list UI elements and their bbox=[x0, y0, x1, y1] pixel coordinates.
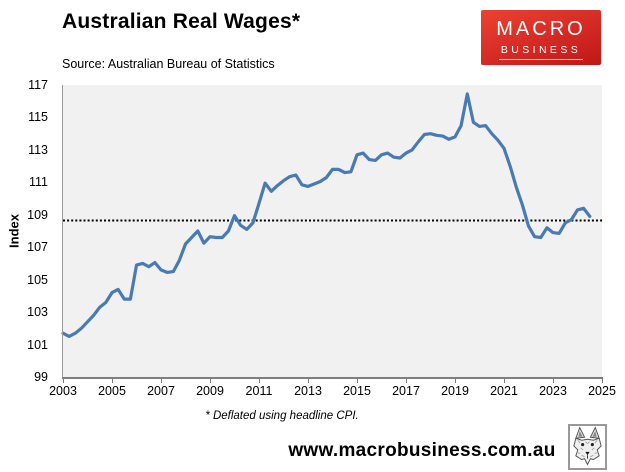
source-note: Source: Australian Bureau of Statistics bbox=[62, 57, 275, 71]
y-tick-label: 109 bbox=[27, 207, 48, 222]
x-tick-mark bbox=[455, 378, 456, 383]
x-tick-label: 2009 bbox=[196, 384, 224, 398]
x-tick-label: 2017 bbox=[392, 384, 420, 398]
wolf-icon bbox=[573, 426, 602, 466]
y-tick-label: 117 bbox=[28, 78, 48, 92]
x-tick-mark bbox=[112, 378, 113, 383]
x-axis-line bbox=[61, 377, 603, 379]
x-tick-label: 2013 bbox=[294, 384, 322, 398]
x-tick-mark bbox=[161, 378, 162, 383]
website-url: www.macrobusiness.com.au bbox=[288, 440, 556, 461]
x-tick-mark bbox=[553, 378, 554, 383]
x-tick-label: 2023 bbox=[539, 384, 567, 398]
x-tick-label: 2003 bbox=[49, 384, 77, 398]
real-wages-series-line bbox=[61, 92, 592, 338]
x-tick-mark bbox=[63, 378, 64, 383]
x-tick-label: 2007 bbox=[147, 384, 175, 398]
y-tick-label: 113 bbox=[28, 142, 48, 157]
wolf-logo bbox=[568, 424, 607, 470]
y-tick-label: 105 bbox=[27, 272, 48, 287]
deflator-footnote: * Deflated using headline CPI. bbox=[205, 410, 359, 422]
y-tick-label: 111 bbox=[28, 175, 48, 190]
x-tick-label: 2005 bbox=[98, 384, 126, 398]
x-tick-label: 2011 bbox=[245, 384, 273, 398]
x-tick-mark bbox=[308, 378, 309, 383]
logo-text-business: BUSINESS bbox=[498, 43, 584, 60]
y-tick-label: 101 bbox=[27, 337, 48, 352]
y-tick-label: 107 bbox=[27, 240, 48, 255]
x-tick-mark bbox=[504, 378, 505, 383]
y-tick-label: 103 bbox=[27, 305, 48, 320]
real-wages-line-chart bbox=[61, 92, 603, 338]
y-axis-line bbox=[61, 85, 64, 378]
x-tick-mark bbox=[602, 378, 603, 383]
x-tick-mark bbox=[357, 378, 358, 383]
x-tick-label: 2025 bbox=[588, 384, 616, 398]
x-tick-label: 2015 bbox=[343, 384, 371, 398]
x-tick-label: 2021 bbox=[490, 384, 518, 398]
x-tick-label: 2019 bbox=[441, 384, 469, 398]
chart-title: Australian Real Wages* bbox=[62, 10, 301, 33]
y-tick-label: 99 bbox=[34, 370, 48, 384]
logo-text-macro: MACRO bbox=[496, 18, 586, 40]
plot-area bbox=[61, 85, 603, 377]
x-tick-mark bbox=[259, 378, 260, 383]
x-tick-mark bbox=[210, 378, 211, 383]
y-tick-label: 115 bbox=[28, 110, 48, 125]
macrobusiness-logo: MACRO BUSINESS bbox=[481, 10, 601, 65]
x-tick-mark bbox=[406, 378, 407, 383]
